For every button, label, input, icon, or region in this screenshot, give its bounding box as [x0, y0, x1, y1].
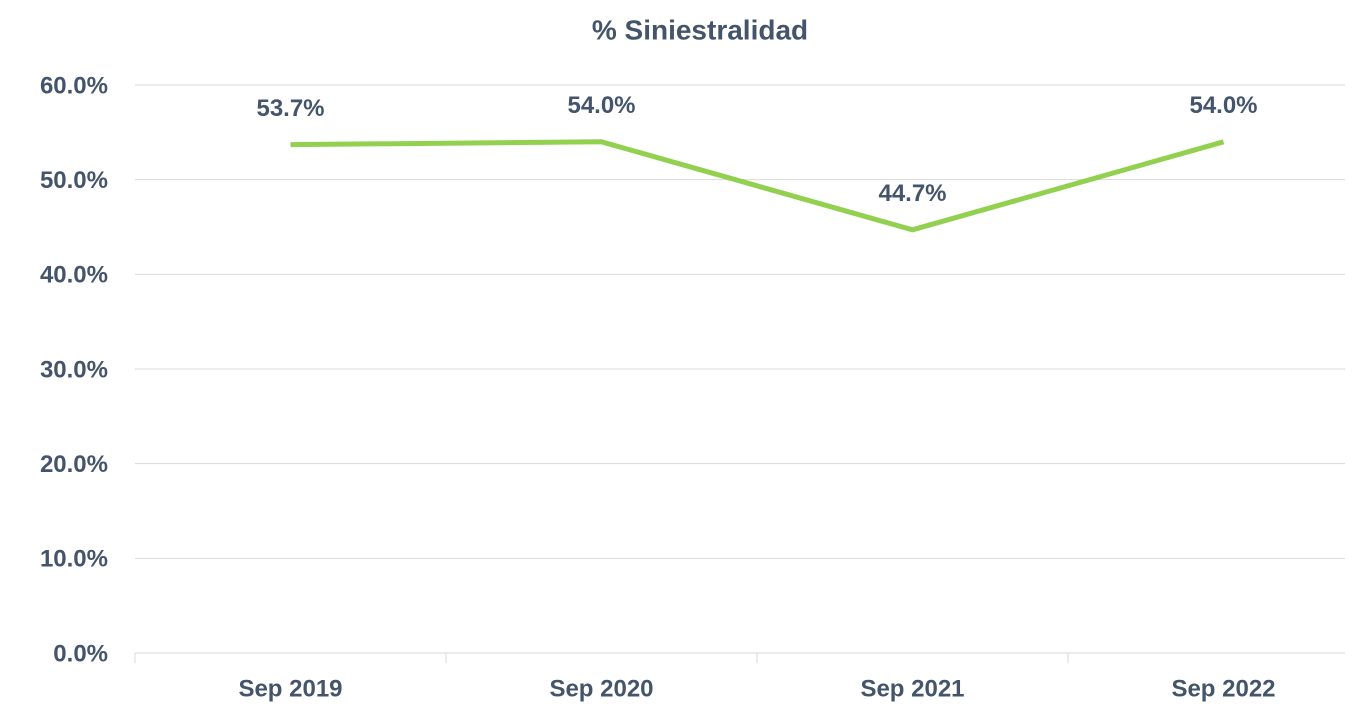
data-label: 54.0% — [1189, 92, 1257, 119]
x-tick-label: Sep 2019 — [238, 675, 342, 702]
data-label: 53.7% — [256, 95, 324, 122]
y-tick-label: 30.0% — [40, 356, 108, 383]
y-tick-label: 40.0% — [40, 262, 108, 289]
chart-title: % Siniestralidad — [592, 14, 808, 45]
y-tick-label: 20.0% — [40, 451, 108, 478]
data-label: 54.0% — [567, 92, 635, 119]
data-label: 44.7% — [878, 180, 946, 207]
line — [290, 139, 1225, 233]
y-tick-label: 10.0% — [40, 546, 108, 573]
x-tick-label: Sep 2021 — [860, 675, 964, 702]
y-tick-label: 60.0% — [40, 72, 108, 99]
y-tick-label: 50.0% — [40, 167, 108, 194]
x-tick-label: Sep 2022 — [1171, 675, 1275, 702]
x-tick-label: Sep 2020 — [549, 675, 653, 702]
y-tick-label: 0.0% — [53, 640, 108, 667]
